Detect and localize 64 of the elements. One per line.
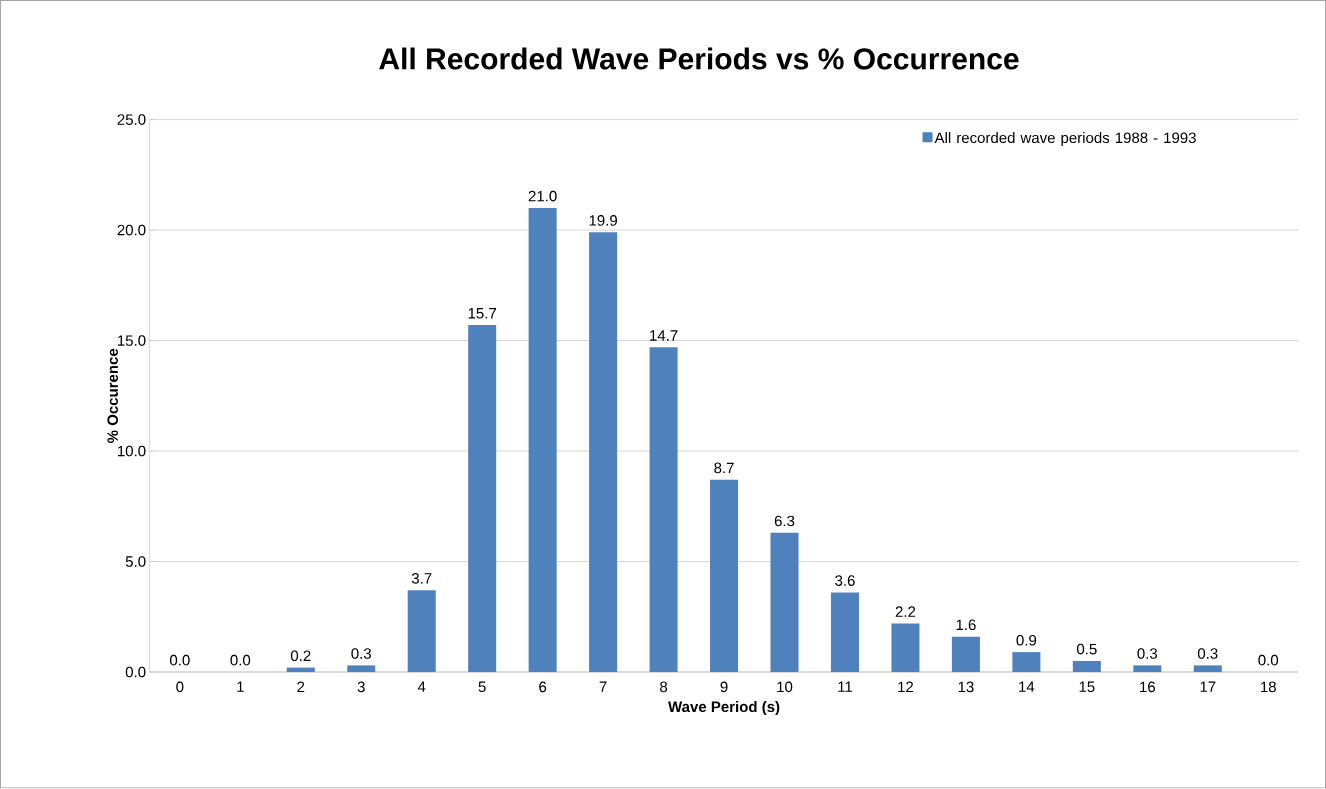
y-tick-label: 20.0 (117, 224, 146, 236)
y-tick-label: 25.0 (117, 114, 146, 126)
data-label: 0.0 (1258, 655, 1279, 666)
x-tick-label: 7 (599, 681, 607, 693)
y-tick-label: 5.0 (125, 556, 146, 568)
bar (710, 479, 739, 673)
data-label: 0.3 (1137, 648, 1158, 660)
bar (770, 533, 799, 673)
bar (951, 636, 980, 673)
x-tick-label: 3 (357, 681, 365, 693)
data-label: 21.0 (528, 191, 557, 202)
y-axis-title: % Occurence (107, 348, 118, 444)
bar (407, 590, 436, 673)
data-label: 0.3 (351, 648, 372, 660)
data-label: 1.6 (956, 619, 976, 631)
x-tick-label: 6 (539, 681, 547, 693)
x-tick-label: 10 (777, 681, 793, 693)
data-label: 14.7 (650, 330, 678, 341)
data-label: 0.5 (1076, 643, 1097, 655)
data-label: 0.9 (1016, 635, 1037, 646)
x-axis-title: Wave Period (s) (668, 701, 780, 716)
data-label: 15.7 (468, 308, 497, 319)
x-tick-label: 2 (297, 681, 305, 693)
y-tick-label: 0.0 (125, 666, 146, 678)
bar (830, 592, 859, 673)
bar (1072, 661, 1101, 673)
x-tick-label: 0 (176, 681, 184, 693)
x-tick-label: 8 (660, 681, 668, 693)
x-tick-label: 9 (720, 681, 728, 693)
legend-label: All recorded wave periods 1988 - 1993 (934, 132, 1196, 147)
y-tick-label: 10.0 (118, 445, 146, 457)
data-label: 0.0 (230, 655, 251, 666)
data-label: 8.7 (714, 462, 734, 474)
x-tick-label: 5 (478, 681, 486, 693)
x-tick-label: 11 (838, 681, 853, 693)
x-tick-label: 17 (1200, 681, 1216, 693)
y-tick-label: 15.0 (118, 335, 146, 347)
data-label: 3.7 (411, 573, 432, 584)
data-label: 19.9 (589, 215, 617, 226)
bar (347, 665, 376, 673)
x-tick-label: 4 (417, 681, 426, 693)
x-tick-label: 13 (958, 681, 974, 693)
data-label: 6.3 (774, 515, 795, 527)
data-label: 0.3 (1197, 648, 1218, 660)
bar (1193, 665, 1222, 673)
x-tick-label: 16 (1140, 681, 1155, 693)
bar (649, 347, 678, 673)
data-label: 0.0 (169, 655, 190, 666)
x-tick-label: 18 (1261, 681, 1276, 693)
data-label: 0.2 (290, 650, 311, 662)
bar (468, 325, 497, 673)
data-label: 3.6 (835, 575, 855, 587)
bar (528, 208, 557, 673)
bar (1133, 665, 1162, 673)
bar (1012, 652, 1041, 673)
x-tick-label: 14 (1019, 681, 1035, 693)
bar (286, 667, 315, 673)
x-tick-label: 15 (1079, 681, 1095, 693)
data-label: 2.2 (895, 606, 916, 618)
bar (891, 623, 920, 673)
x-tick-label: 12 (898, 681, 914, 693)
chart-title: All Recorded Wave Periods vs % Occurrence (379, 47, 1019, 70)
x-tick-label: 1 (237, 681, 244, 693)
bar (589, 232, 618, 673)
